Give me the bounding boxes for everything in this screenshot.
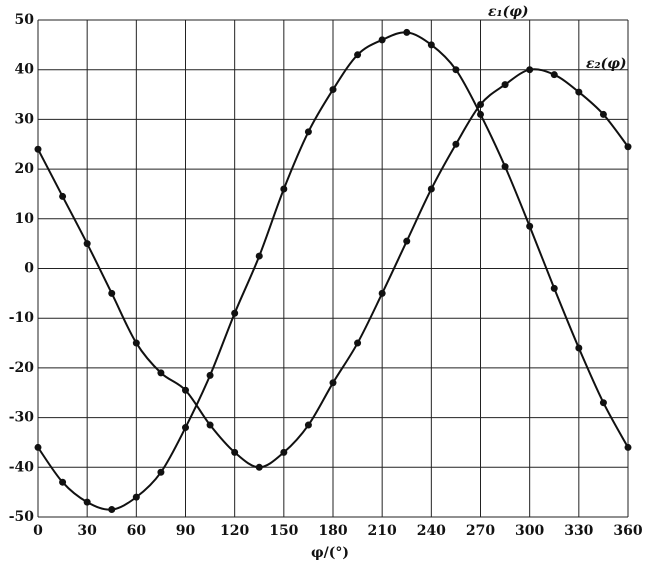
data-point: [83, 498, 91, 506]
y-tick-label: 20: [15, 161, 35, 177]
x-tick-label: 240: [417, 523, 446, 539]
data-point: [182, 386, 189, 394]
data-point: [59, 192, 67, 200]
data-point: [403, 237, 411, 245]
data-point: [599, 399, 607, 407]
x-tick-label: 60: [127, 523, 147, 539]
data-point: [255, 252, 263, 260]
data-point: [427, 185, 435, 193]
data-point: [231, 448, 239, 456]
x-tick-label: 150: [269, 523, 298, 539]
x-tick-label: 360: [613, 523, 642, 539]
data-point: [501, 81, 509, 89]
x-tick-label: 300: [515, 523, 544, 539]
series-label: ε₂(φ): [586, 56, 627, 72]
data-point: [83, 240, 91, 248]
data-point: [280, 448, 288, 456]
data-point: [599, 110, 607, 118]
data-point: [108, 506, 116, 514]
data-point: [477, 100, 484, 108]
data-point: [132, 493, 140, 501]
y-tick-label: 50: [15, 12, 35, 28]
data-point: [624, 443, 632, 451]
x-tick-label: 210: [368, 523, 397, 539]
y-tick-label: 30: [15, 111, 35, 127]
data-point: [329, 379, 337, 387]
data-point: [378, 289, 386, 297]
x-tick-label: 90: [176, 523, 196, 539]
data-point: [231, 309, 239, 317]
data-point: [354, 51, 362, 59]
data-point: [206, 371, 214, 379]
data-point: [34, 443, 42, 451]
data-point: [526, 66, 534, 74]
data-point: [550, 284, 558, 292]
x-tick-label: 30: [77, 523, 97, 539]
y-tick-label: -40: [9, 459, 35, 475]
data-point: [624, 143, 632, 151]
y-tick-label: -10: [9, 310, 35, 326]
data-point: [304, 128, 312, 136]
data-point: [378, 36, 386, 44]
x-tick-label: 330: [564, 523, 593, 539]
data-point: [575, 88, 583, 96]
data-point: [34, 145, 42, 153]
data-point: [501, 163, 509, 171]
y-tick-label: -50: [9, 509, 35, 525]
data-point: [526, 222, 534, 230]
data-point: [206, 421, 214, 429]
data-point: [108, 289, 116, 297]
y-tick-label: 10: [15, 211, 35, 227]
data-point: [403, 28, 411, 36]
data-point: [157, 369, 165, 377]
data-point: [477, 110, 484, 118]
data-point: [255, 463, 263, 471]
data-point: [354, 339, 362, 347]
data-point: [452, 140, 460, 148]
data-point: [427, 41, 435, 49]
y-tick-label: -30: [9, 410, 35, 426]
x-tick-label: 270: [466, 523, 495, 539]
data-point: [182, 424, 189, 432]
data-point: [132, 339, 140, 347]
series-label: ε₁(φ): [488, 4, 529, 20]
data-point: [329, 86, 337, 94]
y-tick-label: -20: [9, 360, 35, 376]
data-point: [280, 185, 288, 193]
data-point: [304, 421, 312, 429]
x-tick-label: 0: [33, 523, 43, 539]
data-point: [575, 344, 583, 352]
y-tick-label: 40: [15, 62, 35, 78]
data-point: [452, 66, 460, 74]
data-point: [59, 478, 67, 486]
data-point: [550, 71, 558, 79]
x-tick-label: 180: [318, 523, 347, 539]
y-tick-label: 0: [24, 261, 34, 277]
data-point: [157, 468, 165, 476]
x-tick-label: 120: [220, 523, 249, 539]
x-axis-label: φ/(°): [311, 545, 349, 561]
